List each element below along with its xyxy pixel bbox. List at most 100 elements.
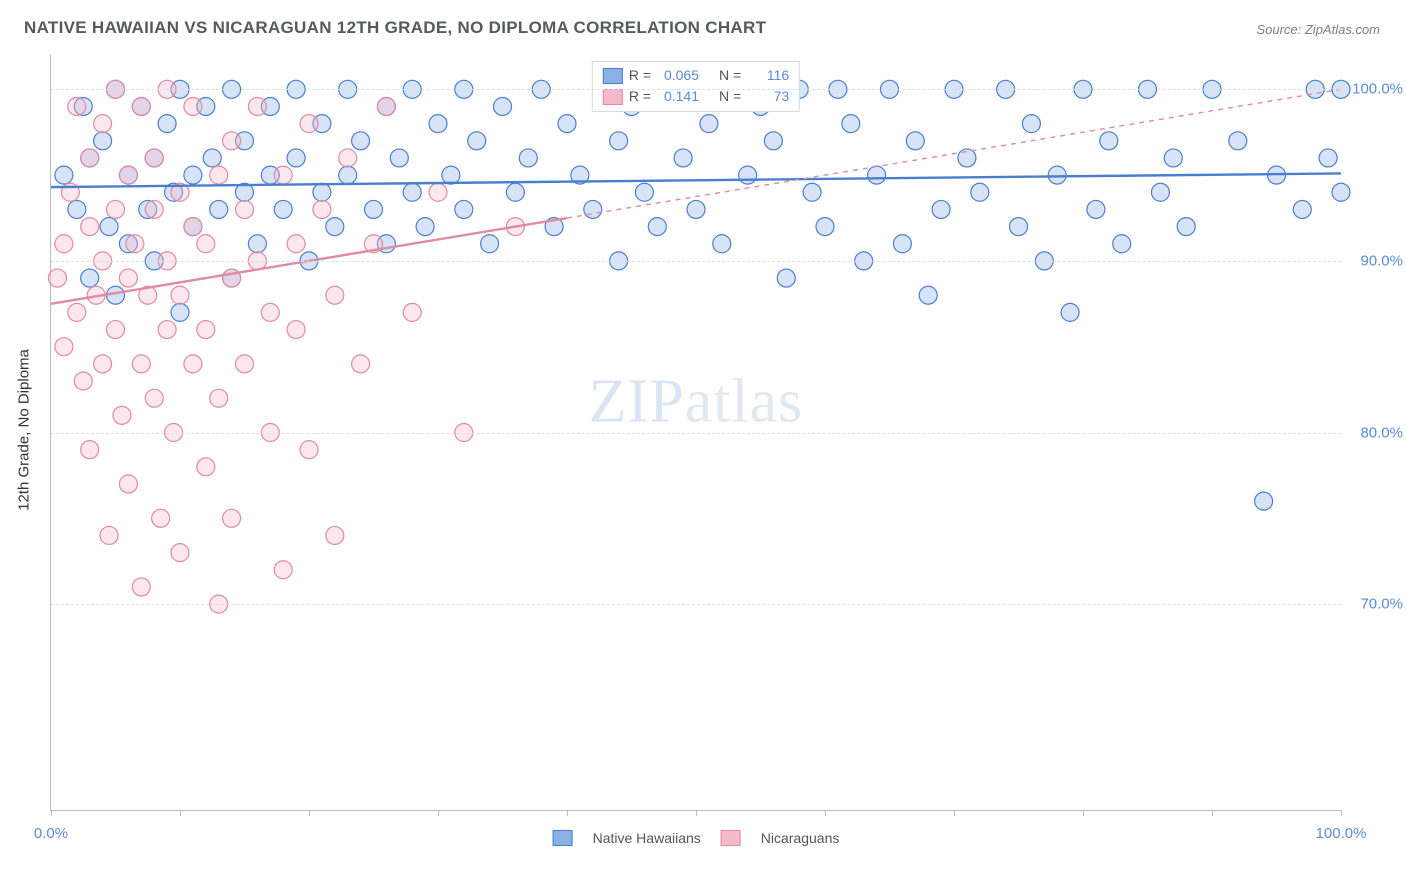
data-point <box>1229 132 1247 150</box>
data-point <box>107 200 125 218</box>
legend-n-value: 116 <box>747 65 789 86</box>
data-point <box>326 526 344 544</box>
data-point <box>1151 183 1169 201</box>
data-point <box>390 149 408 167</box>
data-point <box>313 183 331 201</box>
data-point <box>158 115 176 133</box>
data-point <box>145 149 163 167</box>
data-point <box>210 200 228 218</box>
data-point <box>197 321 215 339</box>
data-point <box>803 183 821 201</box>
data-point <box>236 200 254 218</box>
data-point <box>932 200 950 218</box>
data-point <box>68 200 86 218</box>
data-point <box>494 97 512 115</box>
data-point <box>313 200 331 218</box>
data-point <box>68 303 86 321</box>
data-point <box>119 269 137 287</box>
data-point <box>248 97 266 115</box>
data-point <box>635 183 653 201</box>
data-point <box>919 286 937 304</box>
data-point <box>842 115 860 133</box>
data-point <box>468 132 486 150</box>
data-point <box>132 578 150 596</box>
data-point <box>365 200 383 218</box>
legend-swatch <box>603 68 623 84</box>
y-tick-label: 90.0% <box>1348 252 1403 269</box>
legend-series-label: Nicaraguans <box>761 830 840 846</box>
data-point <box>55 166 73 184</box>
data-point <box>700 115 718 133</box>
data-point <box>1293 200 1311 218</box>
data-point <box>119 166 137 184</box>
gridline-h <box>51 604 1341 605</box>
data-point <box>184 355 202 373</box>
data-point <box>1087 200 1105 218</box>
data-point <box>300 115 318 133</box>
data-point <box>558 115 576 133</box>
x-tick-mark <box>180 810 181 816</box>
data-point <box>868 166 886 184</box>
data-point <box>223 509 241 527</box>
data-point <box>610 132 628 150</box>
legend-swatch <box>721 830 741 846</box>
data-point <box>326 286 344 304</box>
data-point <box>764 132 782 150</box>
data-point <box>184 97 202 115</box>
data-point <box>74 372 92 390</box>
data-point <box>126 235 144 253</box>
x-tick-mark <box>954 810 955 816</box>
x-tick-mark <box>1341 810 1342 816</box>
data-point <box>274 200 292 218</box>
data-point <box>287 235 305 253</box>
data-point <box>171 286 189 304</box>
data-point <box>326 218 344 236</box>
data-point <box>261 303 279 321</box>
trend-line <box>51 173 1341 187</box>
legend-stats: R = 0.065 N = 116 R = 0.141 N = 73 <box>592 61 800 112</box>
data-point <box>1177 218 1195 236</box>
data-point <box>94 115 112 133</box>
data-point <box>55 338 73 356</box>
data-point <box>777 269 795 287</box>
data-point <box>184 166 202 184</box>
data-point <box>1255 492 1273 510</box>
x-tick-mark <box>696 810 697 816</box>
data-point <box>107 321 125 339</box>
data-point <box>816 218 834 236</box>
x-tick-label: 0.0% <box>34 825 68 842</box>
data-point <box>100 218 118 236</box>
data-point <box>171 303 189 321</box>
data-point <box>416 218 434 236</box>
x-tick-mark <box>309 810 310 816</box>
chart-title: NATIVE HAWAIIAN VS NICARAGUAN 12TH GRADE… <box>24 18 766 38</box>
legend-n-label: N = <box>719 65 741 86</box>
data-point <box>236 355 254 373</box>
data-point <box>352 132 370 150</box>
data-point <box>377 97 395 115</box>
legend-series-label: Native Hawaiians <box>593 830 701 846</box>
data-point <box>1010 218 1028 236</box>
data-point <box>197 458 215 476</box>
x-tick-mark <box>567 810 568 816</box>
data-point <box>1113 235 1131 253</box>
data-point <box>429 115 447 133</box>
data-point <box>481 235 499 253</box>
data-point <box>68 97 86 115</box>
legend-stats-row: R = 0.065 N = 116 <box>603 65 789 86</box>
data-point <box>906 132 924 150</box>
legend-r-label: R = <box>629 65 651 86</box>
data-point <box>81 269 99 287</box>
gridline-h <box>51 89 1341 90</box>
x-tick-label: 100.0% <box>1316 825 1367 842</box>
data-point <box>339 149 357 167</box>
data-point <box>584 200 602 218</box>
data-point <box>339 166 357 184</box>
data-point <box>48 269 66 287</box>
data-point <box>429 183 447 201</box>
plot-area: ZIPatlas R = 0.065 N = 116 R = 0.141 N =… <box>50 55 1341 811</box>
data-point <box>403 183 421 201</box>
data-point <box>274 166 292 184</box>
data-point <box>287 321 305 339</box>
data-point <box>210 166 228 184</box>
